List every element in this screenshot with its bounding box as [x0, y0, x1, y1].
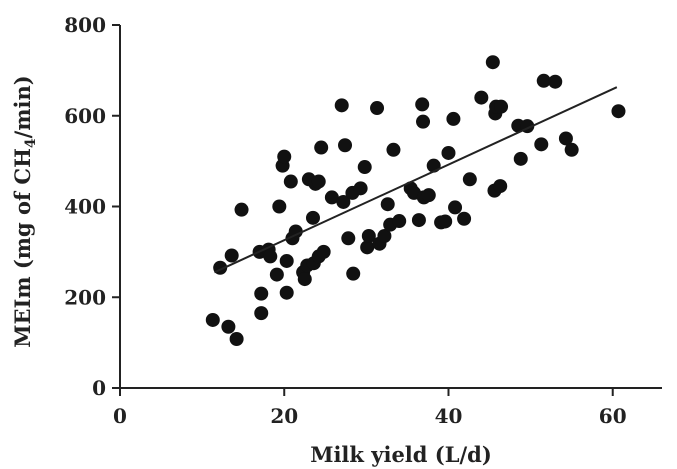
data-point-20 [288, 224, 303, 239]
data-point-34 [336, 194, 351, 209]
y-axis-ticks: 0 200 400 600 800 [64, 13, 120, 400]
data-point-38 [346, 266, 361, 281]
data-point-54 [416, 114, 431, 129]
x-tick-label-20: 20 [270, 404, 298, 428]
data-point-53 [415, 97, 430, 112]
data-point-39 [353, 181, 368, 196]
x-tick-label-0: 0 [113, 404, 127, 428]
data-point-13 [272, 199, 287, 214]
data-point-43 [370, 101, 385, 116]
data-point-36 [341, 231, 356, 246]
data-point-18 [283, 174, 298, 189]
data-point-80 [611, 104, 626, 119]
y-tick-label-200: 200 [64, 285, 106, 309]
data-point-70 [493, 179, 508, 194]
x-tick-label-40: 40 [435, 404, 463, 428]
trend-line [214, 86, 618, 274]
x-axis-title: Milk yield (L/d) [310, 442, 492, 467]
y-axis-title: MEIm (mg of CH4/min) [10, 75, 39, 348]
data-point-3 [229, 331, 244, 346]
data-point-59 [438, 214, 453, 229]
data-point-12 [269, 267, 284, 282]
data-point-29 [311, 174, 326, 189]
data-point-73 [513, 151, 528, 166]
data-point-75 [534, 137, 549, 152]
data-point-25 [305, 210, 320, 225]
y-tick-label-800: 800 [64, 13, 106, 37]
y-tick-label-600: 600 [64, 104, 106, 128]
data-point-35 [338, 138, 353, 153]
data-point-45 [377, 228, 392, 243]
x-axis-ticks: 0 20 40 60 [113, 388, 627, 428]
data-point-61 [446, 111, 461, 126]
data-point-15 [277, 149, 292, 164]
data-point-22 [297, 272, 312, 287]
data-point-63 [457, 211, 472, 226]
data-point-52 [411, 213, 426, 228]
data-point-79 [564, 142, 579, 157]
data-point-6 [234, 202, 249, 217]
data-point-2 [221, 319, 236, 334]
data-point-60 [441, 145, 456, 160]
data-point-77 [548, 74, 563, 89]
data-point-31 [316, 244, 331, 259]
data-point-66 [485, 55, 500, 70]
data-point-33 [334, 98, 349, 113]
data-point-8 [254, 286, 269, 301]
x-tick-label-60: 60 [599, 404, 627, 428]
data-point-11 [263, 249, 278, 264]
y-axis-title-part-2: /min) [10, 75, 35, 138]
data-point-41 [360, 240, 375, 255]
data-point-48 [386, 142, 401, 157]
data-point-30 [314, 140, 329, 155]
data-points [205, 55, 626, 346]
data-point-1 [205, 312, 220, 327]
data-point-64 [462, 172, 477, 187]
y-axis-title-subscript: 4 [23, 138, 39, 148]
data-point-42 [361, 228, 376, 243]
data-point-78 [558, 131, 573, 146]
data-point-49 [392, 214, 407, 229]
data-point-5 [224, 248, 239, 263]
data-point-65 [474, 90, 489, 105]
y-tick-label-0: 0 [92, 376, 106, 400]
y-axis-title-part-1: MEIm (mg of CH [10, 148, 35, 348]
data-point-40 [357, 160, 372, 175]
data-point-56 [421, 188, 436, 203]
data-point-16 [279, 285, 294, 300]
data-point-46 [380, 197, 395, 212]
data-point-7 [254, 306, 269, 321]
data-point-17 [279, 253, 294, 268]
data-point-62 [448, 200, 463, 215]
data-point-76 [536, 73, 551, 88]
data-point-71 [494, 99, 509, 114]
y-tick-label-400: 400 [64, 195, 106, 219]
data-point-32 [324, 190, 339, 205]
